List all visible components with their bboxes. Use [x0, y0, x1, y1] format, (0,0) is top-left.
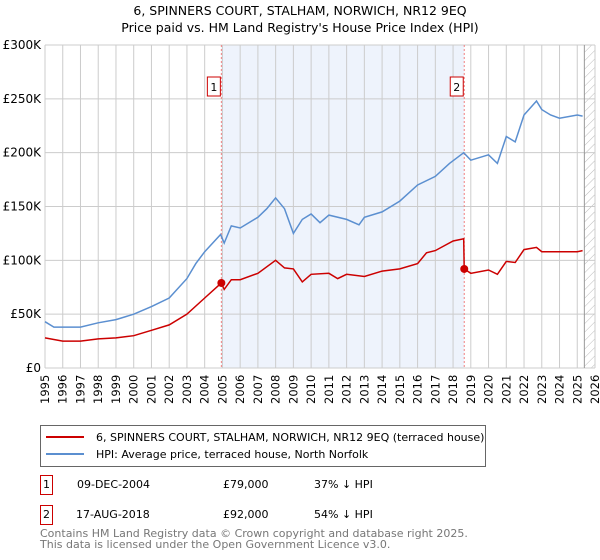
x-tick-label: 2026: [588, 375, 600, 404]
x-tick-label: 2025: [570, 375, 584, 404]
annotation-box: [206, 76, 221, 97]
x-tick-label: 2009: [286, 375, 300, 404]
x-tick-label: 2015: [393, 375, 407, 404]
y-tick-label: £300K: [3, 38, 43, 52]
transaction-price: £79,000: [223, 478, 269, 491]
x-tick-label: 2010: [304, 375, 318, 404]
sale-point: [460, 264, 469, 273]
y-tick-label: £0: [26, 361, 41, 375]
y-tick-label: £100K: [3, 253, 43, 267]
footer-line: This data is licensed under the Open Gov…: [40, 538, 391, 551]
x-tick-label: 2003: [180, 375, 194, 404]
x-tick-label: 2002: [162, 375, 176, 404]
hpi-series-line: [44, 99, 583, 328]
transaction-price: £92,000: [223, 508, 269, 521]
x-tick-label: 2007: [251, 375, 265, 404]
x-tick-label: 2023: [535, 375, 549, 404]
x-tick-label: 2016: [411, 375, 425, 404]
legend-label: HPI: Average price, terraced house, Nort…: [96, 447, 369, 461]
y-tick-label: £200K: [3, 146, 43, 160]
y-tick-label: £150K: [3, 200, 43, 214]
x-tick-label: 2011: [322, 375, 336, 404]
x-tick-label: 1995: [38, 375, 52, 404]
x-tick-label: 2017: [428, 375, 442, 404]
footer: Contains HM Land Registry data © Crown c…: [40, 528, 468, 550]
sale-point: [217, 278, 226, 287]
x-tick-label: 2006: [233, 375, 247, 404]
y-tick-label: £250K: [3, 92, 43, 106]
transaction-number: 1: [40, 475, 53, 495]
footer-line: Contains HM Land Registry data © Crown c…: [40, 527, 468, 540]
x-tick-label: 2005: [215, 375, 229, 404]
legend-red-line: [46, 436, 84, 438]
transaction-hpi: 54% ↓ HPI: [314, 508, 373, 521]
x-tick-label: 2021: [499, 375, 513, 404]
legend: 6, SPINNERS COURT, STALHAM, NORWICH, NR1…: [40, 425, 486, 467]
transaction-hpi: 37% ↓ HPI: [314, 478, 373, 491]
chart-subtitle: Price paid vs. HM Land Registry's House …: [121, 20, 479, 35]
annotation-box: [449, 76, 464, 97]
x-tick-label: 1996: [56, 375, 70, 404]
x-tick-label: 1997: [73, 375, 87, 404]
transaction-date: 17-AUG-2018: [76, 508, 150, 521]
price-series-line: [44, 237, 583, 342]
x-tick-label: 2018: [446, 375, 460, 404]
x-tick-label: 2019: [464, 375, 478, 404]
transaction-row: 2 17-AUG-2018 £92,000 54% ↓ HPI: [40, 505, 540, 525]
x-tick-label: 2000: [127, 375, 141, 404]
transaction-date: 09-DEC-2004: [77, 478, 151, 491]
annotation-label: 1: [210, 81, 217, 94]
transaction-number: 2: [40, 505, 53, 525]
x-tick-label: 2022: [517, 375, 531, 404]
x-tick-label: 1998: [91, 375, 105, 404]
x-tick-label: 2001: [144, 375, 158, 404]
transaction-row: 1 09-DEC-2004 £79,000 37% ↓ HPI: [40, 475, 540, 495]
legend-blue-line: [46, 453, 84, 455]
x-tick-label: 2008: [269, 375, 283, 404]
x-tick-label: 1999: [109, 375, 123, 404]
x-tick-label: 2020: [482, 375, 496, 404]
x-tick-label: 2013: [357, 375, 371, 404]
x-tick-label: 2004: [198, 375, 212, 404]
legend-item-hpi: HPI: Average price, terraced house, Nort…: [46, 446, 368, 462]
y-tick-label: £50K: [10, 307, 42, 321]
chart-svg: 1995 1996 1997 1998 1999 2000 2001 2002 2003 2004…: [3, 38, 600, 404]
annotation-label: 2: [453, 81, 460, 94]
x-tick-label: 2012: [340, 375, 354, 404]
chart-title: 6, SPINNERS COURT, STALHAM, NORWICH, NR1…: [133, 3, 467, 18]
x-tick-label: 2024: [553, 375, 567, 404]
legend-label: 6, SPINNERS COURT, STALHAM, NORWICH, NR1…: [96, 430, 485, 444]
legend-item-property: 6, SPINNERS COURT, STALHAM, NORWICH, NR1…: [46, 429, 484, 445]
x-tick-label: 2014: [375, 375, 389, 404]
